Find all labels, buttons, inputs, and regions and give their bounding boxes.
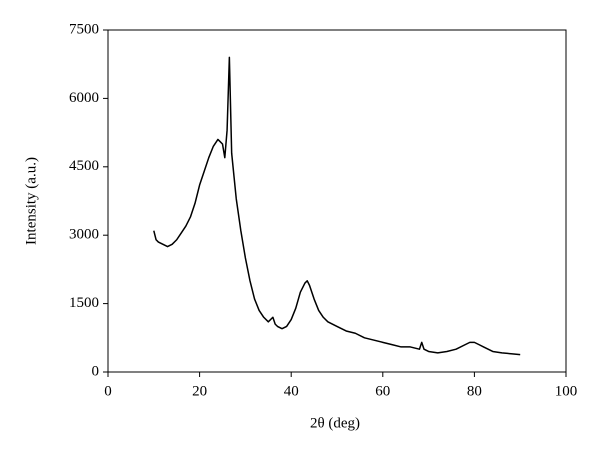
- y-tick-label: 7500: [69, 21, 99, 37]
- y-tick-label: 1500: [69, 295, 99, 311]
- x-tick-label: 40: [284, 383, 299, 399]
- x-tick-label: 80: [467, 383, 482, 399]
- y-tick-label: 6000: [69, 90, 99, 106]
- x-tick-label: 100: [555, 383, 578, 399]
- x-tick-label: 0: [104, 383, 112, 399]
- y-tick-label: 0: [92, 363, 100, 379]
- x-tick-label: 60: [375, 383, 390, 399]
- x-tick-label: 20: [192, 383, 207, 399]
- y-axis-label: Intensity (a.u.): [23, 157, 39, 245]
- plot-frame: [107, 29, 567, 373]
- x-axis-label: 2θ (deg): [310, 415, 360, 431]
- y-tick-label: 4500: [69, 158, 99, 174]
- data-line: [153, 56, 521, 356]
- y-tick-label: 3000: [69, 227, 99, 243]
